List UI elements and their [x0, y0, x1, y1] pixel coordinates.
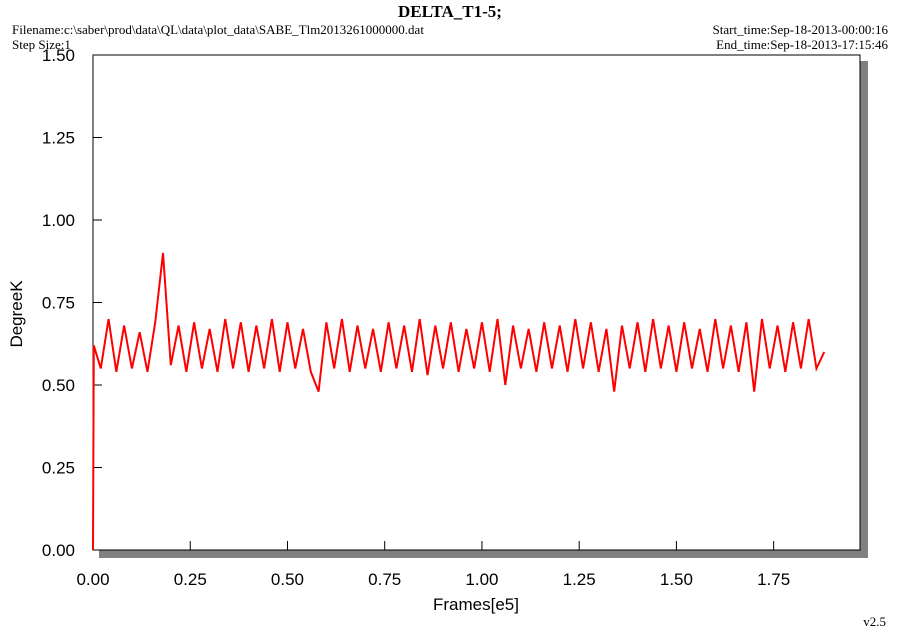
y-tick-label: 0.50: [42, 376, 75, 395]
plot-area: [92, 54, 861, 551]
y-tick-label: 1.50: [42, 46, 75, 65]
y-tick-label: 1.25: [42, 129, 75, 148]
filename: Filename:c:\saber\prod\data\QL\data\plot…: [12, 22, 424, 37]
x-tick-label: 0.75: [368, 570, 401, 589]
chart-title: DELTA_T1-5;: [398, 2, 502, 21]
x-tick-label: 0.25: [174, 570, 207, 589]
x-tick-label: 0.50: [271, 570, 304, 589]
y-axis-label: DegreeK: [7, 280, 26, 348]
start-time: Start_time:Sep-18-2013-00:00:16: [713, 22, 889, 37]
x-axis-label: Frames[e5]: [433, 595, 519, 614]
data-line: [92, 252, 826, 551]
x-tick-label: 1.75: [757, 570, 790, 589]
y-tick-label: 0.75: [42, 294, 75, 313]
x-tick-label: 0.00: [76, 570, 109, 589]
step-size: Step Size:1: [12, 37, 71, 52]
x-tick-label: 1.00: [465, 570, 498, 589]
x-tick-label: 1.25: [563, 570, 596, 589]
y-tick-label: 0.00: [42, 541, 75, 560]
end-time: End_time:Sep-18-2013-17:15:46: [716, 37, 888, 52]
y-tick-label: 0.25: [42, 459, 75, 478]
version: v2.5: [863, 614, 886, 629]
y-tick-label: 1.00: [42, 211, 75, 230]
x-tick-label: 1.50: [660, 570, 693, 589]
